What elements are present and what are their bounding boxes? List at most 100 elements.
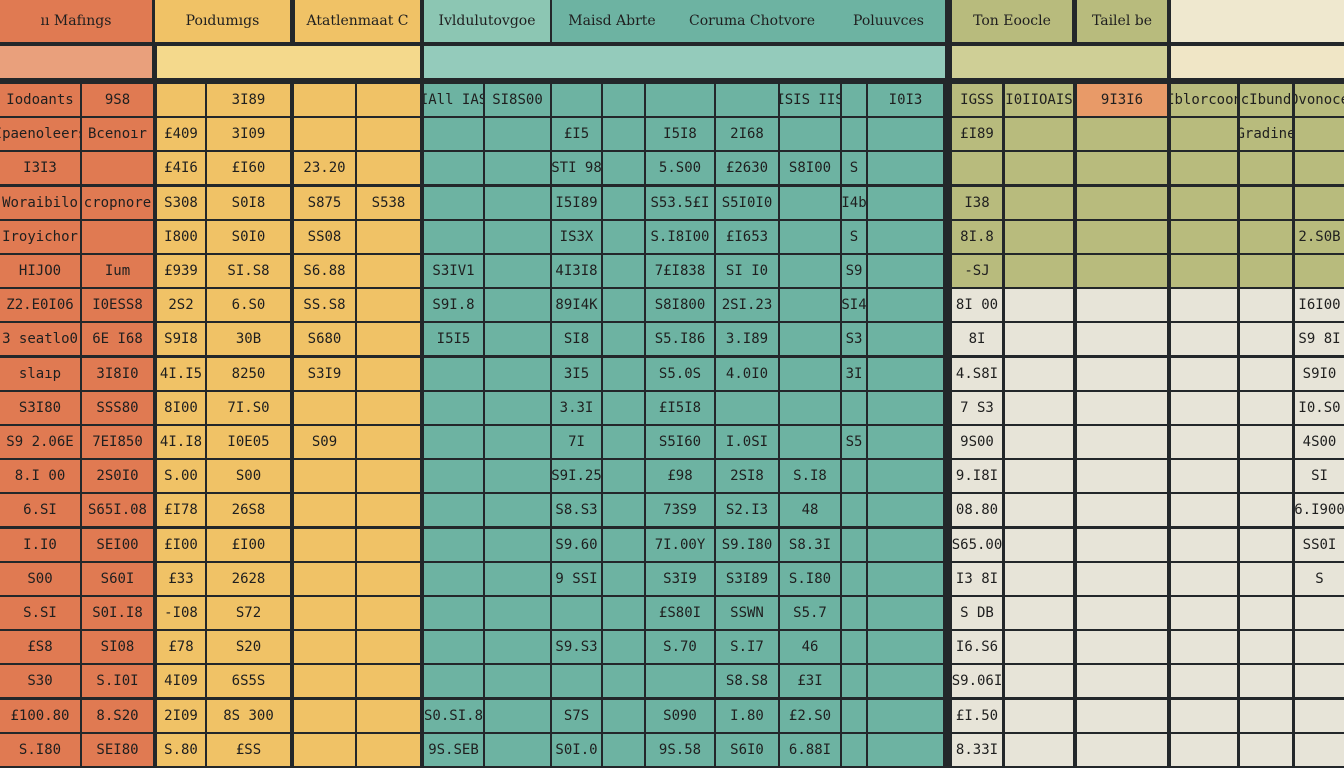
cell: S.I8I00 bbox=[646, 220, 714, 253]
cell: S20 bbox=[207, 631, 290, 664]
cell bbox=[357, 562, 420, 595]
cell bbox=[1005, 118, 1073, 151]
cell: SS.S8 bbox=[294, 289, 355, 322]
cell bbox=[1240, 460, 1292, 493]
cell bbox=[357, 118, 420, 151]
cell bbox=[357, 699, 420, 732]
cell: I5I89 bbox=[552, 186, 601, 219]
cell: 2SI8 bbox=[716, 460, 778, 493]
cell bbox=[1171, 597, 1237, 629]
cell bbox=[485, 528, 550, 561]
cell: 89I4K bbox=[552, 289, 601, 322]
cell: 7EI850 bbox=[82, 426, 153, 458]
cell: £I60 bbox=[207, 152, 290, 185]
cell bbox=[1005, 323, 1073, 356]
cell bbox=[1240, 631, 1292, 664]
cell bbox=[485, 357, 550, 390]
cell bbox=[1077, 391, 1167, 424]
cell: 6S5S bbox=[207, 665, 290, 698]
cell bbox=[868, 255, 943, 287]
cell bbox=[357, 665, 420, 698]
cell: £I00 bbox=[157, 528, 205, 561]
cell bbox=[1295, 665, 1344, 698]
cell bbox=[1077, 562, 1167, 595]
cell: S9 2.06E bbox=[0, 426, 80, 458]
cell bbox=[1240, 289, 1292, 322]
cell: S0.SI.8 bbox=[424, 699, 483, 732]
cell bbox=[868, 699, 943, 732]
cell: I5I8 bbox=[646, 118, 714, 151]
cell: S6I0 bbox=[716, 733, 778, 766]
cell bbox=[1240, 733, 1292, 766]
cell: £I5I8 bbox=[646, 391, 714, 424]
cell: 4I3I8 bbox=[552, 255, 601, 287]
cell bbox=[1171, 528, 1237, 561]
cell bbox=[424, 494, 483, 527]
cell: 23.20 bbox=[294, 152, 355, 185]
cell: 8.I 00 bbox=[0, 460, 80, 493]
cell bbox=[1171, 631, 1237, 664]
cell: 3I89 bbox=[207, 84, 290, 116]
cell: Gradine bbox=[1240, 118, 1292, 151]
cell: S DB bbox=[952, 597, 1002, 629]
cell: 9S.58 bbox=[646, 733, 714, 766]
cell bbox=[1077, 186, 1167, 219]
cell bbox=[603, 494, 644, 527]
cell bbox=[1240, 255, 1292, 287]
cell bbox=[357, 426, 420, 458]
cell bbox=[1005, 699, 1073, 732]
cell bbox=[485, 220, 550, 253]
cell bbox=[1077, 289, 1167, 322]
cell bbox=[603, 562, 644, 595]
cell bbox=[716, 84, 778, 116]
cell bbox=[1240, 391, 1292, 424]
cell bbox=[1171, 665, 1237, 698]
cell bbox=[357, 528, 420, 561]
cell: 4.0I0 bbox=[716, 357, 778, 390]
cell: £I.50 bbox=[952, 699, 1002, 732]
cell bbox=[780, 289, 840, 322]
cell bbox=[842, 494, 866, 527]
cell: 3.3I bbox=[552, 391, 601, 424]
cell: S65I.08 bbox=[82, 494, 153, 527]
cell bbox=[1005, 733, 1073, 766]
cell bbox=[424, 426, 483, 458]
cell: Iroyichor bbox=[0, 220, 80, 253]
cell: 3.I89 bbox=[716, 323, 778, 356]
cell: S00 bbox=[0, 562, 80, 595]
cell bbox=[1240, 186, 1292, 219]
cell bbox=[1295, 597, 1344, 629]
cell: S.I80 bbox=[0, 733, 80, 766]
cell: Iblorcoon bbox=[1171, 84, 1237, 116]
cell bbox=[1005, 494, 1073, 527]
cell bbox=[294, 631, 355, 664]
cell: HIJO0 bbox=[0, 255, 80, 287]
cell bbox=[1171, 289, 1237, 322]
cell bbox=[294, 665, 355, 698]
cell: 2S2 bbox=[157, 289, 205, 322]
cell bbox=[868, 597, 943, 629]
cell bbox=[868, 426, 943, 458]
cell: S53.5£I bbox=[646, 186, 714, 219]
cell: 3I09 bbox=[207, 118, 290, 151]
cell bbox=[485, 323, 550, 356]
cell bbox=[1295, 631, 1344, 664]
cell: £SS bbox=[207, 733, 290, 766]
cell bbox=[603, 84, 644, 116]
cell: S9.06I bbox=[952, 665, 1002, 698]
band bbox=[1171, 46, 1344, 78]
cell: I4b bbox=[842, 186, 866, 219]
cell: SI.S8 bbox=[207, 255, 290, 287]
cell: 6.I900 bbox=[1295, 494, 1344, 527]
cell: S bbox=[842, 220, 866, 253]
cell bbox=[842, 733, 866, 766]
cell: £I89 bbox=[952, 118, 1002, 151]
cell bbox=[603, 186, 644, 219]
cell bbox=[780, 186, 840, 219]
cell: S2.I3 bbox=[716, 494, 778, 527]
cell: S680 bbox=[294, 323, 355, 356]
cell: £4I6 bbox=[157, 152, 205, 185]
cell: S30 bbox=[0, 665, 80, 698]
cell: £I78 bbox=[157, 494, 205, 527]
cell bbox=[294, 597, 355, 629]
